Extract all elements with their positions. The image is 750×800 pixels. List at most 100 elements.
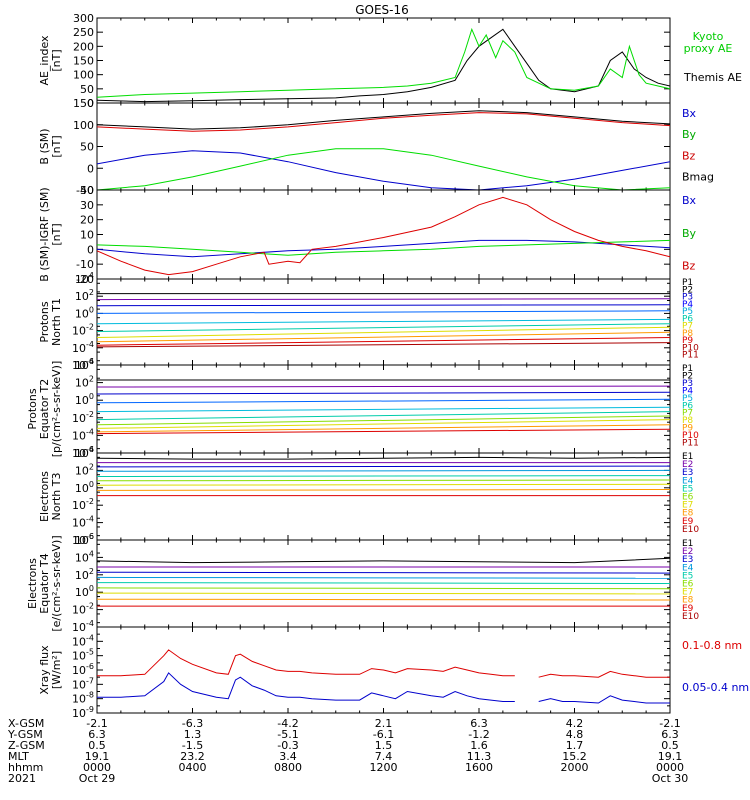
series-label-P7: P7 [682,322,693,332]
series-label-By: By [682,128,697,141]
y-tick-label: 200 [73,40,94,53]
y-tick-label: 20 [80,214,94,227]
y-tick-label: 40 [80,184,94,197]
x-cell: 1.3 [184,728,202,741]
series-line-Bz [97,112,670,132]
y-tick-label: 102 [75,375,94,390]
y-tick-label: 0 [87,97,94,110]
x-row-label: 2021 [8,772,36,785]
y-tick-exponent: 6 [89,532,94,541]
y-tick-exponent: 0 [89,480,94,489]
y-tick-label: -10 [76,258,94,271]
y-tick-label: 10 [80,229,94,242]
y-axis-label: [W/m²] [50,651,63,689]
series-label-P11: P11 [682,351,699,361]
x-cell: -2.1 [659,717,680,730]
y-tick-exponent: -4 [86,515,94,524]
y-tick-label: 10-4 [72,633,94,648]
y-tick-label: 150 [73,97,94,110]
series-line-E1 [97,456,670,460]
series-label-E7: E7 [682,501,693,511]
x-cell: 2.1 [375,717,393,730]
x-cell: -4.2 [277,717,298,730]
series-line-By [97,148,670,190]
series-line-0.1-0.8 nm [97,649,515,677]
y-axis-label: [nT] [50,135,63,157]
series-line-P3 [97,304,670,307]
x-cell: 0400 [179,761,207,774]
series-label-E5: E5 [682,571,693,581]
x-cell: Oct 30 [652,772,689,785]
y-tick-label: 100 [75,480,94,495]
x-cell: 11.3 [467,750,492,763]
panel-bsm: -50 0 50 100 150 B (SM) [nT] Bx By Bz Bmag [38,97,714,197]
y-tick-label: 10-4 [72,427,94,442]
y-tick-label: 0 [87,162,94,175]
x-cell: 0.5 [88,739,106,752]
y-tick-label: 104 [75,357,94,372]
x-cell: -6.1 [373,728,394,741]
series-line-P4 [97,310,670,314]
x-cell: 6.3 [470,717,488,730]
series-line-P2 [97,385,670,388]
series-label-Bx: Bx [682,107,697,120]
series-line-Bx [97,150,670,190]
x-row-label: MLT [8,750,29,763]
series-label-P8: P8 [682,329,693,339]
series-line-By [97,239,670,256]
series-line-P8 [97,419,670,429]
x-axis-table: X-GSMY-GSMZ-GSMMLThhmm2021-2.16.30.519.1… [7,717,688,785]
y-axis-label: Protons [38,301,51,342]
panel-e_equator: 10-4 10-2 100 102 104 106 Electrons Equator T4[… [26,532,699,634]
x-cell: 19.1 [658,750,683,763]
x-cell: 1.6 [470,739,488,752]
series-line-Bx [97,239,670,258]
x-cell: 7.4 [375,750,393,763]
series-line-P10 [97,428,670,435]
x-row-label: X-GSM [8,717,44,730]
series-label-Bz: Bz [682,149,696,162]
series-label-E6: E6 [682,493,694,503]
series-label-E7: E7 [682,588,693,598]
series-label-E8: E8 [682,596,694,606]
series-label-P10: P10 [682,431,699,441]
series-label-P3: P3 [682,379,693,389]
series-line-0.1-0.8 nm [538,670,670,678]
y-tick-exponent: -6 [86,662,94,671]
y-tick-label: 10-2 [72,323,94,338]
x-cell: 0000 [83,761,111,774]
y-tick-label: 10-4 [72,340,94,355]
y-tick-label: 102 [75,462,94,477]
series-label-P4: P4 [682,386,693,396]
x-cell: 6.3 [661,728,679,741]
y-tick-exponent: -7 [86,676,94,685]
series-line-P6 [97,411,670,421]
label-kyoto-proxy-ae: Kyoto [693,30,724,43]
series-line-Themis AE [97,28,670,103]
series-group [97,196,670,276]
x-cell: -1.2 [468,728,489,741]
series-label-E3: E3 [682,555,693,565]
series-label-P9: P9 [682,424,693,434]
y-axis-label: Protons [26,388,39,429]
y-tick-label: 10-5 [72,648,94,663]
series-line-Kyoto proxy AE [97,27,670,98]
y-tick-label: 104 [75,445,94,460]
series-label-P5: P5 [682,307,693,317]
y-tick-exponent: -9 [86,705,94,714]
x-cell: 4.2 [566,717,584,730]
x-cell: Oct 29 [79,772,116,785]
series-label-E5: E5 [682,484,693,494]
series-label-P3: P3 [682,293,693,303]
series-line-P7 [97,415,670,426]
series-label-P2: P2 [682,285,693,295]
y-tick-label: 30 [80,199,94,212]
y-axis-label: [e/(cm²-s-sr-keV)] [50,535,63,631]
y-tick-label: 150 [73,55,94,68]
